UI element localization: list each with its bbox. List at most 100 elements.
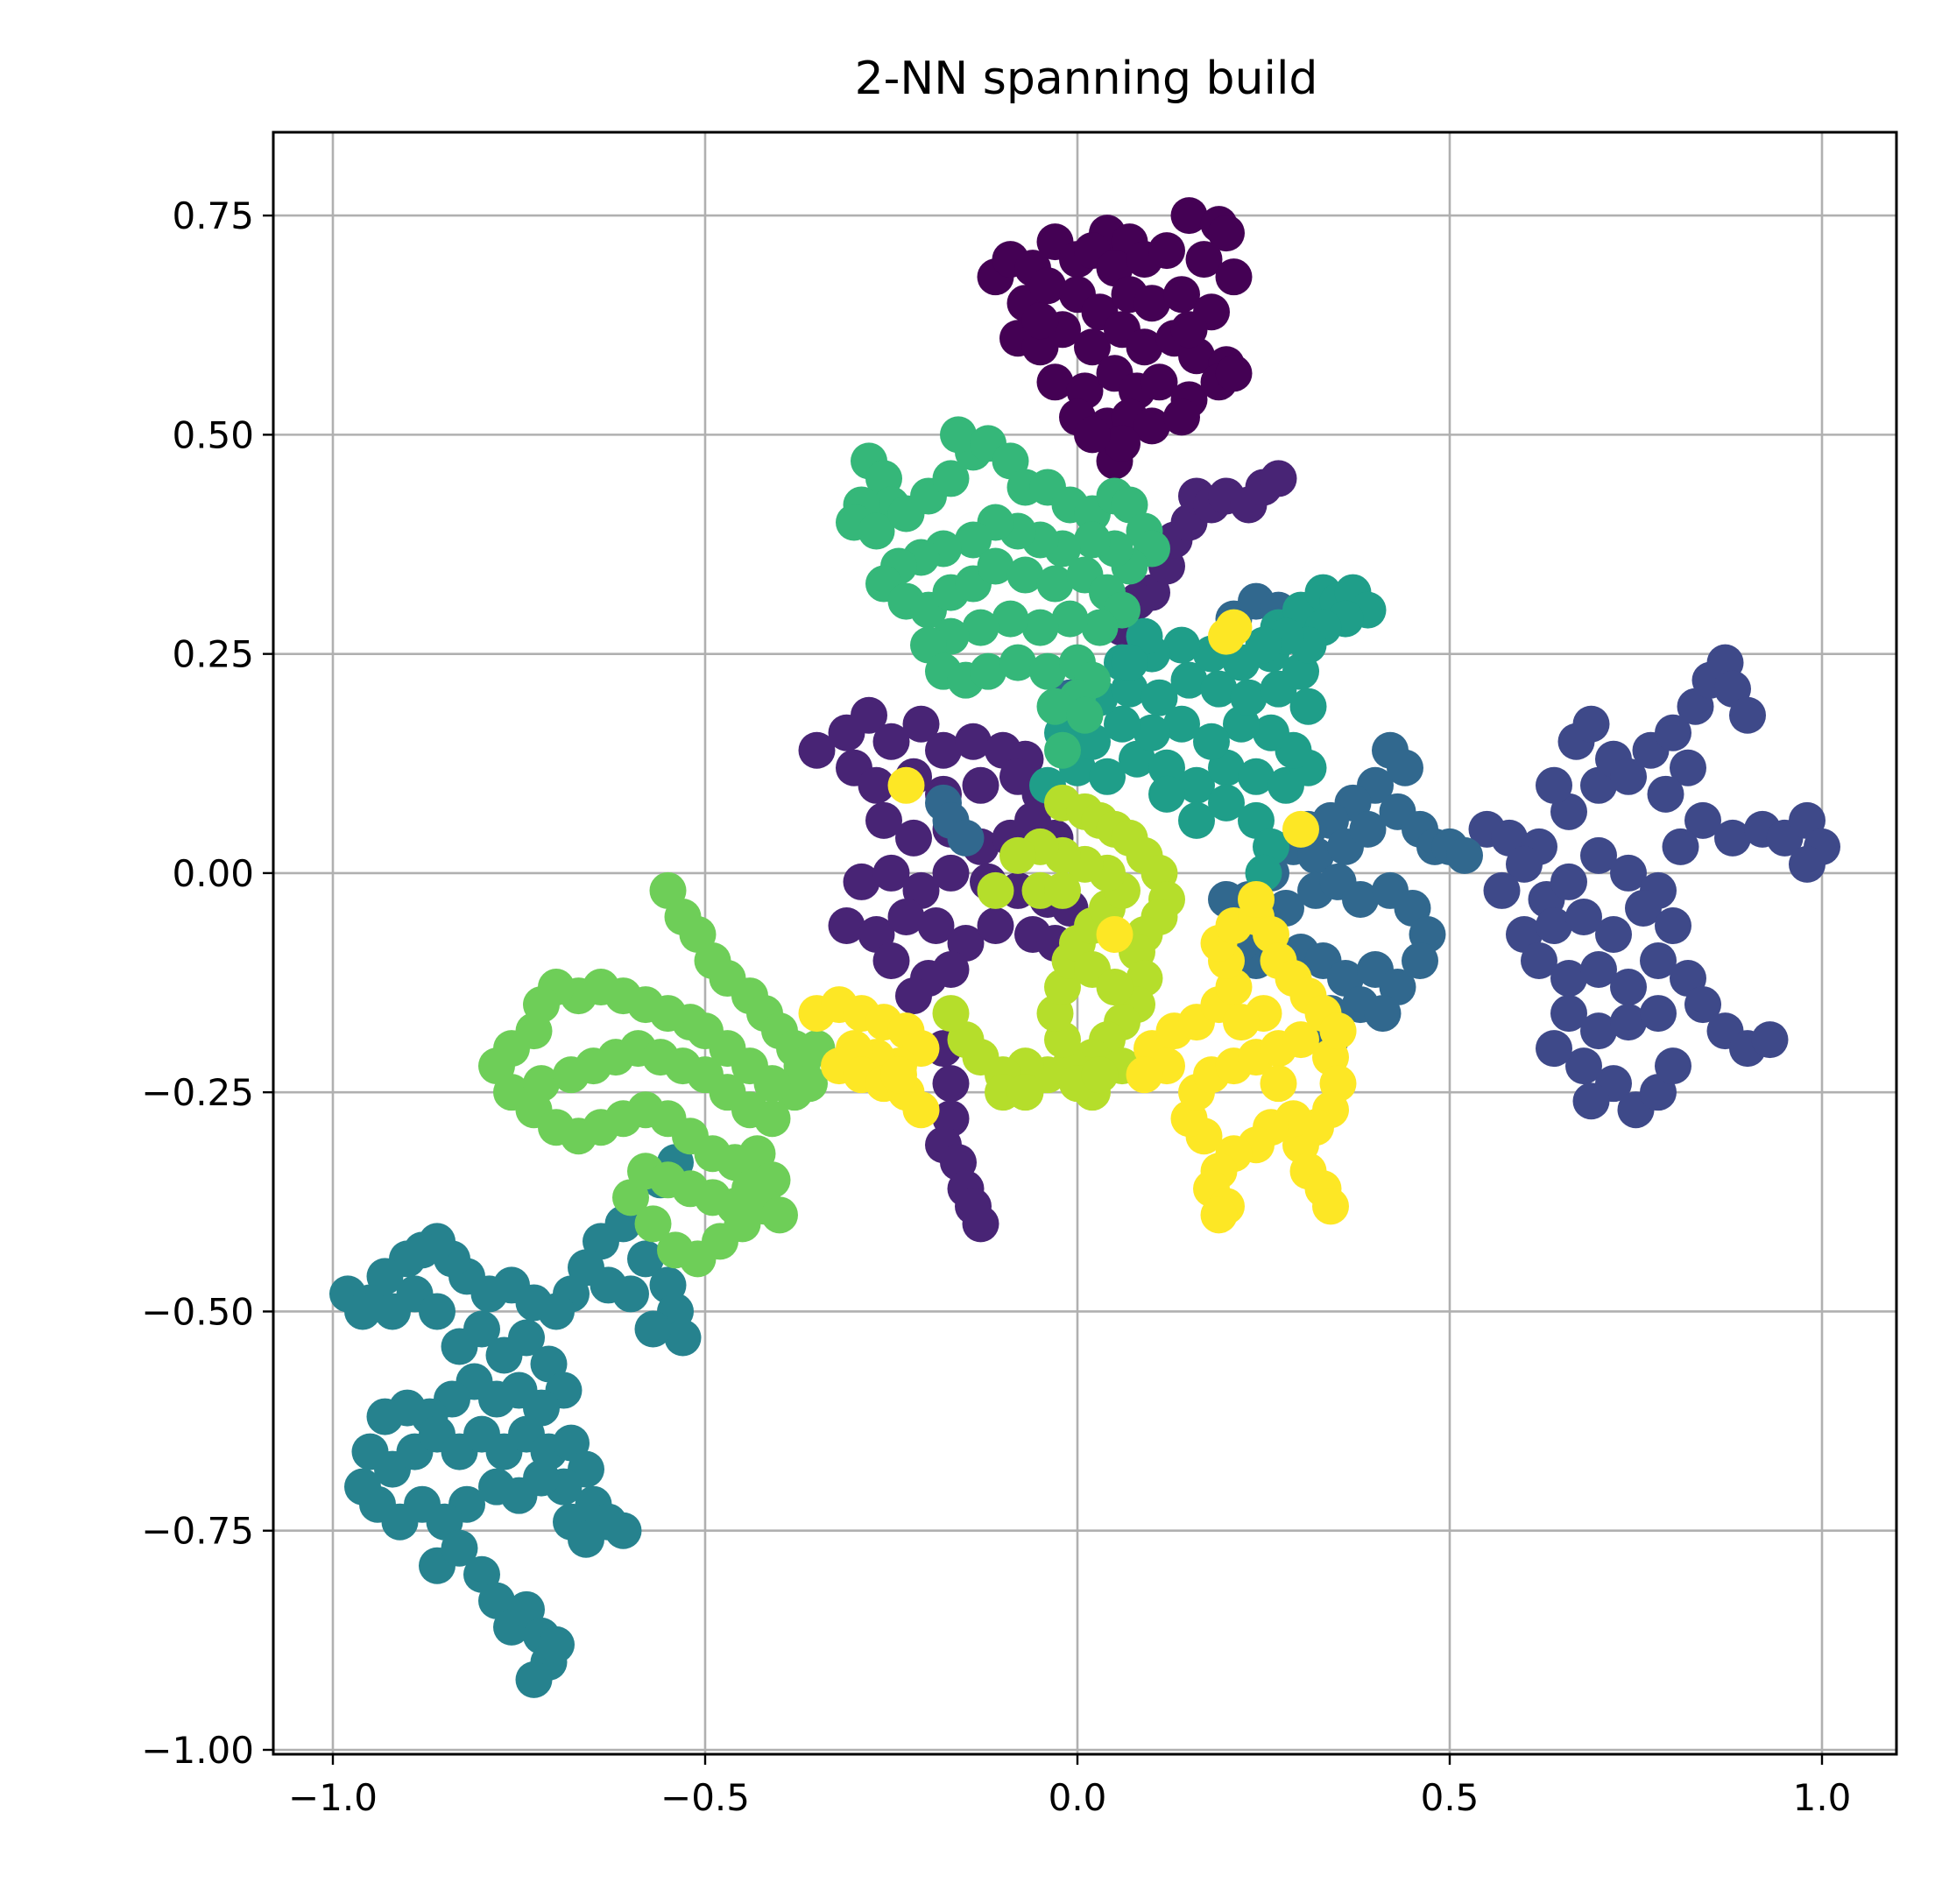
data-point: [858, 766, 895, 804]
data-point: [1565, 898, 1602, 935]
data-point: [1074, 521, 1111, 559]
data-point: [1536, 1030, 1572, 1068]
data-point: [798, 731, 836, 769]
data-point: [1238, 880, 1275, 918]
data-point: [441, 1529, 478, 1567]
data-point: [791, 1065, 828, 1103]
data-point: [999, 836, 1036, 874]
data-point: [977, 871, 1014, 909]
data-point: [1081, 1056, 1119, 1094]
data-point: [1245, 626, 1282, 664]
data-point: [1178, 766, 1215, 804]
x-tick-label: −1.0: [288, 1776, 378, 1819]
data-point: [1662, 828, 1699, 865]
x-tick-label: −0.5: [660, 1776, 750, 1819]
data-point: [1387, 749, 1423, 786]
data-point: [344, 1293, 381, 1330]
data-point: [538, 1625, 575, 1663]
data-point: [1170, 197, 1208, 235]
data-point: [1111, 644, 1148, 681]
plot-area-frame: [272, 130, 1898, 1756]
data-point: [902, 705, 940, 743]
data-point: [880, 1056, 917, 1094]
data-point: [1550, 995, 1587, 1033]
data-point: [1572, 1082, 1610, 1120]
data-point: [1021, 302, 1059, 340]
data-point: [1550, 960, 1587, 998]
point-cluster: [977, 197, 1253, 480]
data-point: [1289, 688, 1327, 725]
data-point: [657, 1231, 694, 1269]
y-tick-label: −0.75: [141, 1510, 254, 1553]
data-point: [895, 977, 932, 1015]
data-point: [828, 906, 865, 944]
data-point: [1253, 714, 1289, 751]
point-cluster: [932, 784, 1185, 1111]
data-point: [1610, 1004, 1647, 1041]
data-point: [463, 1310, 500, 1348]
data-points: [329, 197, 1840, 1698]
axis-ticks: −1.0 −0.5 0.0 0.5 1.0 0.75 0.50 0.25 0.00 −0.25 −0…: [141, 194, 1851, 1819]
data-point: [992, 600, 1029, 638]
data-point: [1640, 942, 1677, 980]
data-point: [1096, 969, 1133, 1006]
data-point: [925, 731, 962, 769]
data-point: [1208, 617, 1245, 655]
point-cluster: [1029, 574, 1387, 892]
data-point: [872, 942, 910, 980]
data-point: [604, 1512, 642, 1549]
data-point: [1148, 232, 1185, 270]
data-point: [1282, 810, 1319, 848]
data-point: [1506, 845, 1543, 883]
x-tick-label: 0.0: [1049, 1776, 1107, 1819]
data-point: [932, 460, 970, 497]
data-point: [753, 1100, 791, 1138]
data-point: [1066, 696, 1104, 734]
data-point: [1185, 241, 1223, 279]
y-tick-label: 0.25: [172, 633, 254, 676]
data-point: [1089, 758, 1126, 795]
data-point: [508, 1319, 545, 1357]
data-point: [664, 1319, 702, 1357]
data-point: [1230, 679, 1268, 716]
data-point: [962, 609, 999, 646]
point-cluster: [1468, 644, 1840, 1129]
data-point: [761, 1196, 798, 1234]
data-point: [1006, 556, 1044, 594]
data-point: [1319, 1012, 1357, 1050]
data-point: [1193, 723, 1230, 760]
data-point: [887, 766, 925, 804]
data-point: [366, 1398, 404, 1435]
data-point: [887, 898, 925, 935]
data-point: [1170, 311, 1208, 349]
data-point: [627, 1240, 664, 1278]
data-point: [1141, 363, 1178, 401]
point-cluster: [478, 871, 836, 1278]
data-point: [851, 696, 887, 734]
data-point: [1148, 775, 1185, 813]
data-point: [1684, 986, 1721, 1024]
data-point: [932, 1065, 970, 1103]
data-point: [1208, 784, 1245, 822]
data-point: [1036, 565, 1074, 603]
data-point: [1349, 810, 1387, 848]
data-point: [1536, 766, 1572, 804]
data-point: [1006, 1074, 1044, 1111]
data-point: [1595, 915, 1632, 953]
data-point: [1536, 906, 1572, 944]
data-point: [955, 521, 992, 559]
data-point: [1521, 942, 1557, 980]
data-point: [977, 906, 1014, 944]
y-tick-label: −0.50: [141, 1290, 254, 1333]
data-point: [1580, 836, 1617, 874]
data-point: [970, 652, 1006, 690]
data-point: [917, 906, 955, 944]
data-point: [1133, 714, 1170, 751]
data-point: [1163, 626, 1200, 664]
data-point: [1208, 215, 1245, 252]
data-point: [1402, 942, 1438, 980]
data-point: [1215, 258, 1253, 296]
y-tick-label: −0.25: [141, 1071, 254, 1114]
data-point: [1200, 1196, 1238, 1234]
